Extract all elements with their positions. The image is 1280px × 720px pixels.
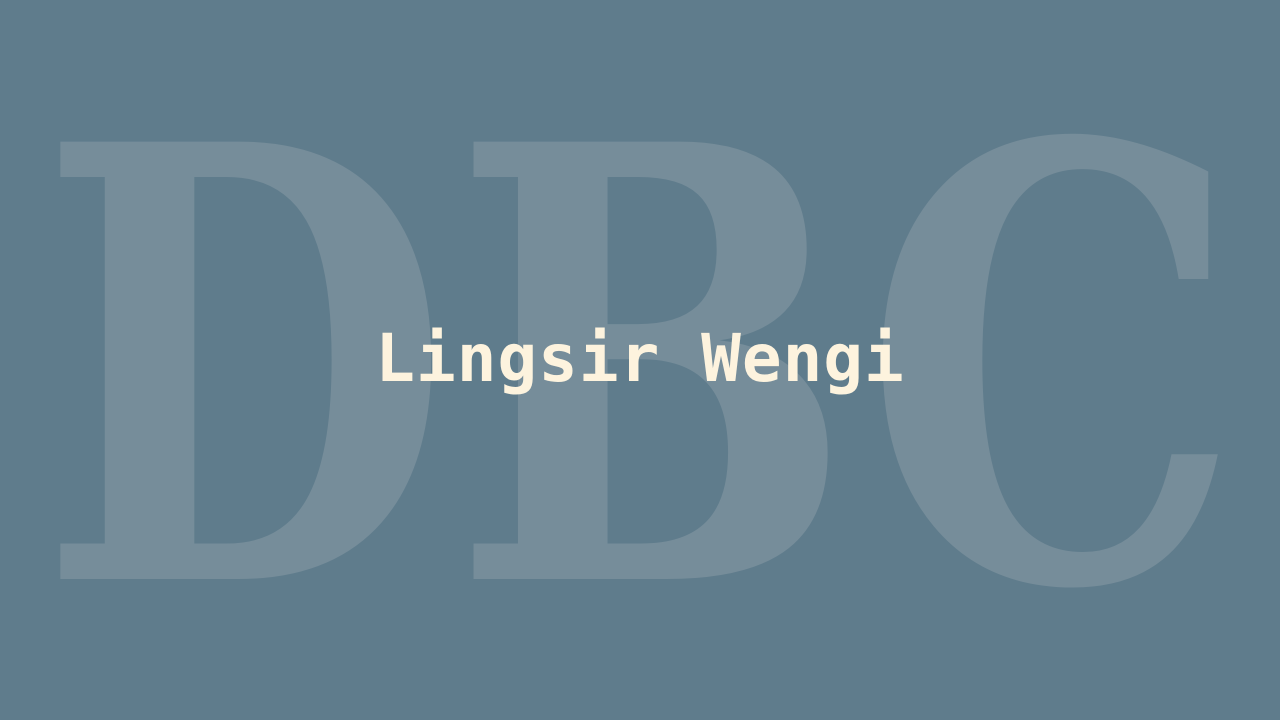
watermark-text: DBC: [38, 16, 1242, 720]
page-title: Lingsir Wengi: [375, 320, 905, 397]
